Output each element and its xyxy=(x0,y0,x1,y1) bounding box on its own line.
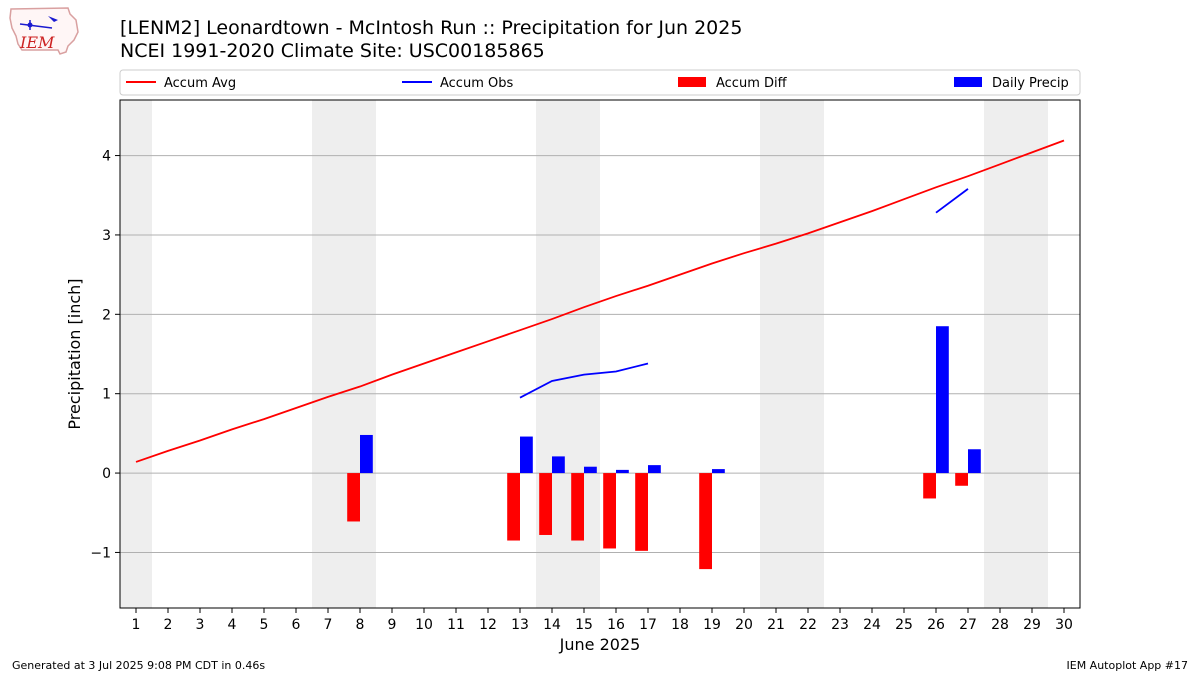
weekend-band-7 xyxy=(312,100,344,608)
x-tick-label-1: 1 xyxy=(132,617,141,633)
weekend-band-8 xyxy=(344,100,376,608)
y-axis-ticks: −1 0 1 2 3 4 xyxy=(90,149,120,561)
daily-precip-bar-13 xyxy=(520,436,533,474)
logo-text: IEM xyxy=(19,33,55,52)
x-tick-label-12: 12 xyxy=(479,617,497,633)
iowa-outline-icon xyxy=(9,7,79,55)
legend-label-2: Accum Diff xyxy=(716,76,788,91)
x-tick-label-4: 4 xyxy=(228,617,237,633)
legend-swatch-2 xyxy=(678,77,706,87)
accum-diff-bar-16 xyxy=(603,473,616,549)
accum-obs-line-segment-0 xyxy=(519,362,649,399)
app-label: IEM Autoplot App #17 xyxy=(1066,659,1189,672)
y-tick-label-0: 0 xyxy=(102,466,111,482)
y-tick-label-3: 3 xyxy=(102,228,111,244)
x-tick-label-27: 27 xyxy=(959,617,977,633)
accum-diff-bars xyxy=(347,473,968,570)
x-tick-label-8: 8 xyxy=(356,617,365,633)
x-axis-label: June 2025 xyxy=(559,635,641,654)
weekend-band-22 xyxy=(792,100,824,608)
x-tick-label-11: 11 xyxy=(447,617,465,633)
x-tick-label-21: 21 xyxy=(767,617,785,633)
daily-precip-bar-17 xyxy=(648,465,661,474)
daily-precip-bar-8 xyxy=(360,434,373,474)
chart-subtitle: NCEI 1991-2020 Climate Site: USC00185865 xyxy=(120,40,545,62)
weekend-band-29 xyxy=(1016,100,1048,608)
daily-precip-bar-27 xyxy=(968,449,981,474)
x-tick-label-16: 16 xyxy=(607,617,625,633)
accum-obs-line-segment-1 xyxy=(935,188,969,214)
daily-precip-bar-14 xyxy=(552,456,565,474)
iem-logo: IEM xyxy=(8,6,80,60)
y-gridlines xyxy=(120,155,1080,553)
x-tick-label-6: 6 xyxy=(292,617,301,633)
x-tick-label-5: 5 xyxy=(260,617,269,633)
x-tick-label-28: 28 xyxy=(991,617,1009,633)
accum-diff-bar-27 xyxy=(955,473,968,486)
chart-title: [LENM2] Leonardtown - McIntosh Run :: Pr… xyxy=(120,17,743,39)
x-tick-label-23: 23 xyxy=(831,617,849,633)
legend-label-0: Accum Avg xyxy=(164,76,236,91)
generated-timestamp: Generated at 3 Jul 2025 9:08 PM CDT in 0… xyxy=(12,659,266,672)
x-tick-label-10: 10 xyxy=(415,617,433,633)
x-tick-label-29: 29 xyxy=(1023,617,1041,633)
daily-precip-bar-15 xyxy=(584,466,597,474)
x-tick-label-30: 30 xyxy=(1055,617,1073,633)
x-tick-label-20: 20 xyxy=(735,617,753,633)
daily-precip-bar-19 xyxy=(712,469,725,474)
x-tick-label-7: 7 xyxy=(324,617,333,633)
weekend-band-28 xyxy=(984,100,1016,608)
x-tick-label-19: 19 xyxy=(703,617,721,633)
x-tick-label-26: 26 xyxy=(927,617,945,633)
series-lines xyxy=(135,139,1065,463)
weekend-band-21 xyxy=(760,100,792,608)
x-tick-label-25: 25 xyxy=(895,617,913,633)
y-tick-label-2: 2 xyxy=(102,307,111,323)
x-tick-label-24: 24 xyxy=(863,617,881,633)
legend: Accum Avg Accum Obs Accum Diff Daily Precip xyxy=(119,69,1081,96)
legend-label-1: Accum Obs xyxy=(440,76,513,91)
y-tick-label-4: 4 xyxy=(102,149,111,165)
x-tick-label-9: 9 xyxy=(388,617,397,633)
legend-label-3: Daily Precip xyxy=(992,76,1069,91)
x-tick-label-14: 14 xyxy=(543,617,561,633)
x-tick-label-13: 13 xyxy=(511,617,529,633)
x-tick-label-15: 15 xyxy=(575,617,593,633)
weekend-band-1 xyxy=(120,100,152,608)
daily-precip-bar-26 xyxy=(936,326,949,474)
daily-precip-bar-16 xyxy=(616,469,629,474)
x-tick-label-2: 2 xyxy=(164,617,173,633)
accum-diff-bar-17 xyxy=(635,473,648,551)
accum-avg-line-segment-0 xyxy=(135,139,1065,463)
accum-diff-bar-13 xyxy=(507,473,520,541)
accum-diff-bar-14 xyxy=(539,473,552,535)
accum-diff-bar-19 xyxy=(699,473,712,570)
x-tick-label-22: 22 xyxy=(799,617,817,633)
legend-frame xyxy=(119,69,1081,96)
legend-swatch-3 xyxy=(954,77,982,87)
accum-diff-bar-26 xyxy=(923,473,936,499)
accum-diff-bar-15 xyxy=(571,473,584,541)
x-tick-label-18: 18 xyxy=(671,617,689,633)
x-tick-label-17: 17 xyxy=(639,617,657,633)
accum-diff-bar-8 xyxy=(347,473,360,522)
y-axis-label: Precipitation [inch] xyxy=(65,278,84,429)
daily-precip-bars xyxy=(360,326,981,474)
y-tick-label--1: −1 xyxy=(90,545,111,561)
y-tick-label-1: 1 xyxy=(102,387,111,403)
x-axis-ticks: 1 2 3 4 5 6 7 8 9 10 11 12 13 14 15 16 17 18 19 20 21 22 23 24 2… xyxy=(132,608,1073,633)
plot-frame xyxy=(119,99,1081,609)
x-tick-label-3: 3 xyxy=(196,617,205,633)
weekend-shading xyxy=(120,100,1048,608)
